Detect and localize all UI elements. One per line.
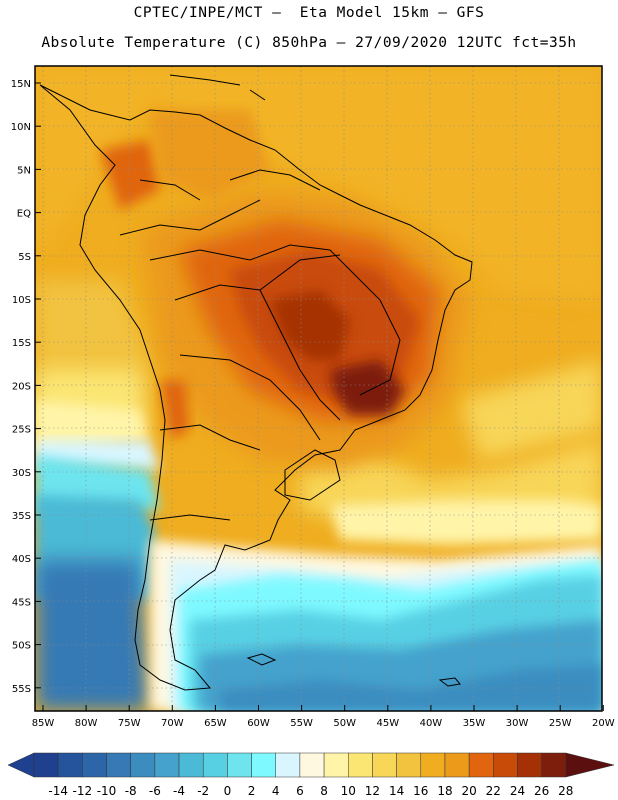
lon-label: 20W bbox=[592, 718, 615, 729]
colorbar-swatch bbox=[541, 752, 567, 778]
colorbar-swatch bbox=[299, 752, 325, 778]
colorbar-swatch bbox=[130, 752, 156, 778]
lat-label: 35S bbox=[12, 511, 31, 522]
lon-label: 75W bbox=[118, 718, 141, 729]
lat-label: 55S bbox=[12, 684, 31, 695]
colorbar-swatch bbox=[202, 752, 228, 778]
map-frame bbox=[34, 65, 603, 712]
colorbar-label: 18 bbox=[437, 784, 452, 798]
colorbar-swatch bbox=[275, 752, 301, 778]
colorbar-label: 6 bbox=[296, 784, 304, 798]
lon-label: 40W bbox=[420, 718, 443, 729]
colorbar-label: 20 bbox=[461, 784, 476, 798]
colorbar-swatch bbox=[493, 752, 518, 778]
lon-label: 60W bbox=[247, 718, 270, 729]
colorbar-label: 4 bbox=[272, 784, 280, 798]
latitude-labels: 15N 10N 5N EQ 5S 10S 15S 20S 25S 30S 35S 40S 45S 50S 5… bbox=[11, 79, 41, 695]
colorbar-label: -4 bbox=[173, 784, 185, 798]
colorbar-label: 22 bbox=[486, 784, 501, 798]
colorbar-label: 2 bbox=[248, 784, 256, 798]
colorbar-label: 26 bbox=[534, 784, 549, 798]
colorbar-swatch bbox=[154, 752, 180, 778]
lon-label: 25W bbox=[549, 718, 572, 729]
lat-label: 40S bbox=[12, 554, 31, 565]
colorbar-swatch bbox=[468, 752, 494, 778]
colorbar-label: 10 bbox=[341, 784, 356, 798]
colorbar-swatch bbox=[33, 752, 59, 778]
lat-label: 5S bbox=[18, 252, 31, 263]
lat-label: EQ bbox=[17, 209, 31, 220]
chart-subtitle: Absolute Temperature (C) 850hPa – 27/09/… bbox=[41, 35, 577, 51]
colorbar-label: -6 bbox=[149, 784, 161, 798]
colorbar-label: -12 bbox=[73, 784, 93, 798]
lon-label: 85W bbox=[32, 718, 55, 729]
chart-title: CPTEC/INPE/MCT – Eta Model 15km – GFS bbox=[133, 5, 485, 21]
lon-label: 30W bbox=[506, 718, 529, 729]
lat-label: 50S bbox=[12, 641, 31, 652]
colorbar-swatch bbox=[106, 752, 131, 778]
colorbar-swatch bbox=[82, 752, 107, 778]
lon-label: 50W bbox=[333, 718, 356, 729]
colorbar: -14 -12 -10 -8 -6 -4 -2 0 2 4 6 8 10 12 14 16 18 20 22 24 26… bbox=[7, 752, 615, 798]
colorbar-swatch bbox=[517, 752, 542, 778]
coastlines bbox=[39, 74, 473, 691]
temperature-field bbox=[35, 66, 602, 711]
lon-label: 80W bbox=[75, 718, 98, 729]
colorbar-swatch bbox=[178, 752, 204, 778]
colorbar-swatch bbox=[420, 752, 446, 778]
lon-label: 65W bbox=[204, 718, 227, 729]
lat-label: 30S bbox=[12, 468, 31, 479]
colorbar-label: -8 bbox=[125, 784, 137, 798]
lon-label: 45W bbox=[376, 718, 399, 729]
colorbar-label: 14 bbox=[389, 784, 404, 798]
graticule bbox=[35, 66, 602, 711]
lat-label: 10N bbox=[11, 122, 31, 133]
colorbar-swatch bbox=[372, 752, 397, 778]
colorbar-label: 12 bbox=[365, 784, 380, 798]
colorbar-swatch bbox=[396, 752, 422, 778]
colorbar-right-arrow bbox=[565, 752, 615, 778]
lat-label: 15N bbox=[11, 79, 31, 90]
colorbar-label: 0 bbox=[224, 784, 232, 798]
lat-label: 5N bbox=[17, 165, 31, 176]
longitude-labels: 85W 80W 75W 70W 65W 60W 55W 50W 45W 40W 35W 30W 25W 2… bbox=[32, 705, 615, 729]
lat-label: 45S bbox=[12, 597, 31, 608]
colorbar-left-arrow bbox=[7, 752, 35, 778]
lat-label: 15S bbox=[12, 338, 31, 349]
colorbar-swatch bbox=[227, 752, 252, 778]
lon-label: 35W bbox=[463, 718, 486, 729]
colorbar-label: -2 bbox=[197, 784, 209, 798]
colorbar-label: 16 bbox=[413, 784, 428, 798]
lon-label: 55W bbox=[290, 718, 313, 729]
colorbar-swatch bbox=[57, 752, 83, 778]
colorbar-swatch bbox=[251, 752, 276, 778]
colorbar-label: -14 bbox=[48, 784, 68, 798]
lat-label: 25S bbox=[12, 425, 31, 436]
colorbar-label: 28 bbox=[558, 784, 573, 798]
lat-label: 20S bbox=[12, 381, 31, 392]
colorbar-label: 24 bbox=[510, 784, 525, 798]
colorbar-swatch bbox=[348, 752, 373, 778]
colorbar-swatch bbox=[444, 752, 470, 778]
colorbar-swatch bbox=[323, 752, 349, 778]
lon-label: 70W bbox=[161, 718, 184, 729]
colorbar-label: -10 bbox=[97, 784, 117, 798]
lat-label: 10S bbox=[12, 295, 31, 306]
colorbar-label: 8 bbox=[320, 784, 328, 798]
